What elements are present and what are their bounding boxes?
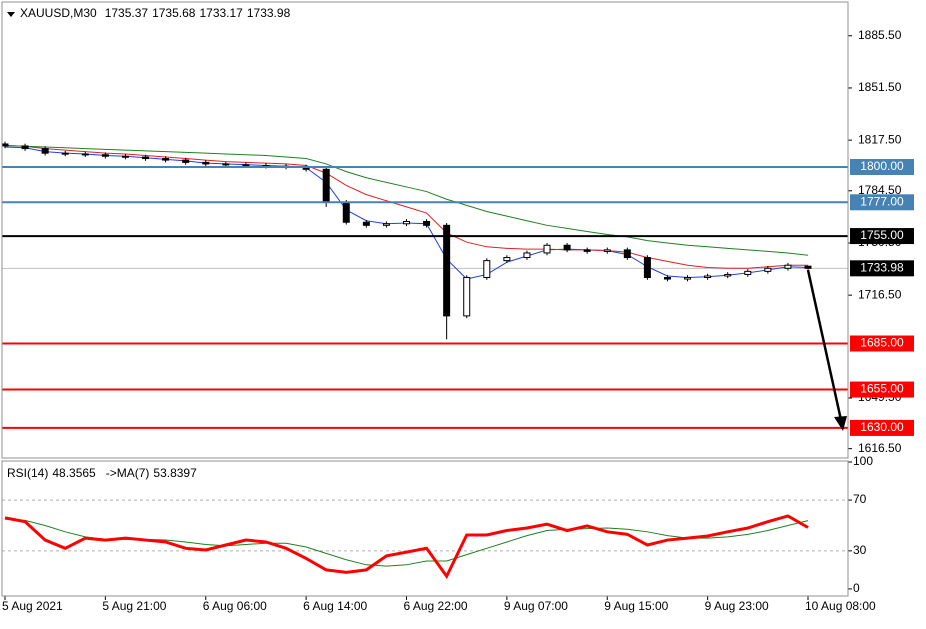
x-tick-label: 9 Aug 23:00 [705,599,769,613]
y-tick-label: 1817.50 [858,132,902,146]
x-tick-label: 9 Aug 07:00 [504,599,568,613]
candle-body [222,163,230,166]
x-tick-label: 5 Aug 2021 [2,599,63,613]
level-label: 1777.00 [860,194,904,208]
x-tick-label: 9 Aug 15:00 [604,599,668,613]
last-price-box [850,260,914,277]
candle-body [162,158,170,161]
candle-body [242,164,250,167]
level-label: 1800.00 [860,159,904,173]
candle-body [403,220,410,225]
candle-body [643,257,651,279]
moving-average [4,145,809,256]
y-tick-label: 1616.50 [858,441,902,455]
candle-body [41,148,49,154]
y-tick-label: 1784.50 [858,183,902,197]
candle-body [21,145,29,150]
y-tick-label: 70 [853,492,867,506]
level-label-box [850,228,914,245]
candle-body [623,249,631,259]
level-label-box [850,335,914,352]
level-label-box [850,381,914,398]
candle-body [61,152,69,155]
y-tick-label: 100 [853,454,873,468]
candle-body [744,270,752,275]
candle-body [1,143,9,147]
candle-body [382,223,390,226]
candle-body [704,275,712,279]
y-tick-label: 1885.50 [858,28,902,42]
candle-body [784,264,792,269]
candle-body [764,267,772,272]
projection-arrowhead [834,416,847,431]
projection-arrow [806,269,843,421]
candle-body [523,252,531,259]
candle-body [684,277,692,280]
y-tick-label: 30 [853,543,867,557]
price-panel: 1885.501851.501817.501784.501750.501716.… [1,28,914,613]
level-label-box [850,194,914,211]
rsi-panel-frame [1,460,849,597]
candle-body [322,168,330,203]
candle-body [202,161,210,165]
x-tick-label: 6 Aug 22:00 [404,599,468,613]
x-tick-label: 6 Aug 06:00 [203,599,267,613]
x-tick-label: 10 Aug 08:00 [805,599,876,613]
candle-body [503,257,511,262]
candle-body [563,244,571,251]
candle-body [121,155,129,158]
rsi-header: RSI(14) 48.3565 ->MA(7) 53.8397 [7,466,197,480]
candle-body [342,201,350,223]
candle-body [603,249,611,252]
candle-body [182,159,190,163]
candle-body [443,224,451,317]
x-tick-label: 5 Aug 21:00 [102,599,166,613]
moving-average [4,145,808,269]
level-label-box [850,158,914,175]
candle-body [804,265,812,269]
level-label-box [850,419,914,436]
y-tick-label: 1716.50 [858,287,902,301]
level-label: 1630.00 [860,420,904,434]
y-tick-label: 1851.50 [858,80,902,94]
candle-body [543,244,551,254]
candle-body [362,221,370,226]
chart-header: XAUUSD,M30 1735.37 1735.68 1733.17 1733.98 [20,6,291,20]
candle-body [483,260,491,279]
x-tick-label: 6 Aug 14:00 [303,599,367,613]
rsi-line [4,514,809,580]
candle-body [583,249,591,252]
candle-body [724,273,732,277]
last-price-label: 1733.98 [860,260,904,274]
candle-body [423,220,431,226]
candle-body [101,154,109,157]
level-label: 1655.00 [860,382,904,396]
candle-body [142,156,150,160]
collapse-icon[interactable] [7,12,15,17]
candle-body [463,277,471,317]
candle-body [81,153,89,156]
candle-body [663,277,671,280]
level-label: 1755.00 [860,228,904,242]
price-panel-frame [1,1,849,459]
y-tick-label: 0 [853,581,860,595]
level-label: 1685.00 [860,336,904,350]
